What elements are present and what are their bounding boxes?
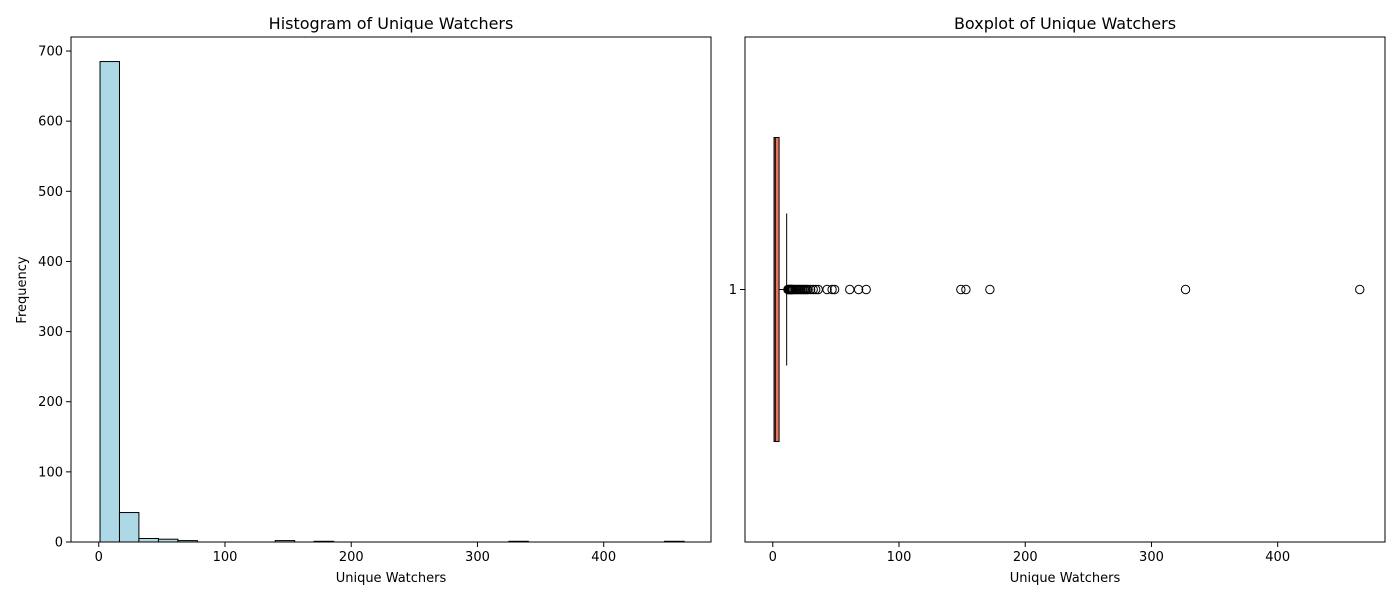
histogram-plot-frame: [70, 36, 712, 543]
histogram-bar: [138, 537, 159, 543]
histogram-bar: [118, 512, 140, 543]
boxplot-x-ticks: 0 100 200 300 400: [769, 542, 1290, 565]
histogram-y-tick-label: 700: [38, 45, 63, 60]
histogram-title: Histogram of Unique Watchers: [269, 14, 514, 33]
boxplot-outlier: [805, 284, 816, 295]
boxplot-y-ticks: 1: [729, 283, 745, 298]
histogram-y-tick-label: 400: [38, 255, 63, 270]
boxplot-outlier: [1355, 284, 1365, 295]
histogram-y-tick-label: 500: [38, 185, 63, 200]
histogram-x-tick-label: 200: [339, 550, 364, 565]
boxplot-x-tick-label: 400: [1265, 550, 1290, 565]
boxplot-panel: Boxplot of Unique Watchers 0 100 200 300 400…: [729, 14, 1386, 586]
boxplot-outlier: [845, 284, 855, 295]
histogram-y-tick-label: 600: [38, 115, 63, 130]
histogram-y-ticks: 0 100 200 300 400 500 600 700: [38, 45, 71, 551]
histogram-x-tick-label: 100: [213, 550, 238, 565]
histogram-x-tick-label: 400: [591, 550, 616, 565]
histogram-x-ticks: 0 100 200 300 400: [95, 542, 616, 565]
histogram-bar: [99, 61, 120, 543]
boxplot-outlier: [985, 284, 995, 295]
boxplot-outlier: [961, 284, 971, 295]
boxplot-box: [773, 137, 780, 442]
boxplot-x-axis-label: Unique Watchers: [1010, 571, 1121, 586]
histogram-y-tick-label: 100: [38, 465, 63, 480]
boxplot-y-tick-label: 1: [729, 283, 737, 298]
histogram-x-axis-label: Unique Watchers: [336, 571, 447, 586]
histogram-x-tick-label: 300: [465, 550, 490, 565]
boxplot-outlier: [822, 284, 832, 295]
boxplot-outlier: [810, 284, 821, 295]
histogram-x-tick-label: 0: [95, 550, 103, 565]
boxplot-plot-frame: [744, 36, 1386, 543]
histogram-y-tick-label: 0: [55, 536, 63, 551]
histogram-y-axis-label: Frequency: [15, 256, 30, 323]
histogram-panel: Histogram of Unique Watchers 0 100 200 300 4…: [15, 14, 712, 586]
boxplot-outlier: [803, 284, 813, 295]
boxplot-outlier: [853, 284, 864, 295]
boxplot-outlier: [1180, 284, 1191, 295]
boxplot-x-tick-label: 0: [769, 550, 777, 565]
boxplot-x-tick-label: 300: [1139, 550, 1164, 565]
boxplot-x-tick-label: 200: [1013, 550, 1038, 565]
boxplot-title: Boxplot of Unique Watchers: [954, 14, 1176, 33]
boxplot-outlier: [861, 284, 871, 295]
histogram-bars: [99, 61, 685, 543]
histogram-y-tick-label: 300: [38, 325, 63, 340]
boxplot-x-tick-label: 100: [887, 550, 912, 565]
histogram-y-tick-label: 200: [38, 395, 63, 410]
boxplot-outlier: [827, 284, 837, 295]
boxplot-marks: [773, 137, 1365, 442]
boxplot-outlier: [808, 284, 818, 295]
boxplot-outlier: [829, 284, 840, 295]
boxplot-outlier: [956, 284, 966, 295]
